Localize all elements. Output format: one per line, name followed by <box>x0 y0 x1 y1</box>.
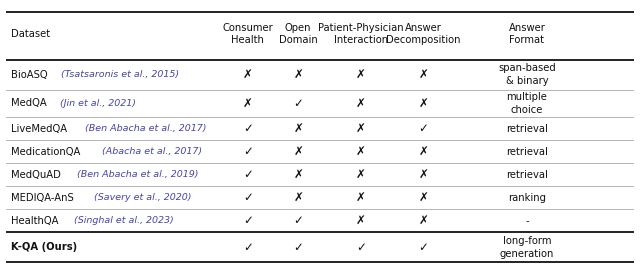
Text: LiveMedQA: LiveMedQA <box>12 124 68 134</box>
Text: ✓: ✓ <box>243 145 253 158</box>
Text: ranking: ranking <box>508 193 546 203</box>
Text: ✗: ✗ <box>419 68 428 81</box>
Text: retrieval: retrieval <box>506 124 548 134</box>
Text: -: - <box>525 216 529 226</box>
Text: ✗: ✗ <box>356 97 365 110</box>
Text: (Tsatsaronis et al., 2015): (Tsatsaronis et al., 2015) <box>58 70 179 79</box>
Text: ✗: ✗ <box>356 214 365 227</box>
Text: (Savery et al., 2020): (Savery et al., 2020) <box>91 193 191 202</box>
Text: ✓: ✓ <box>293 241 303 254</box>
Text: ✗: ✗ <box>419 145 428 158</box>
Text: MEDIQA-AnS: MEDIQA-AnS <box>12 193 74 203</box>
Text: ✗: ✗ <box>293 145 303 158</box>
Text: (Ben Abacha et al., 2019): (Ben Abacha et al., 2019) <box>74 170 199 179</box>
Text: Answer
Decomposition: Answer Decomposition <box>386 23 461 45</box>
Text: MedicationQA: MedicationQA <box>12 147 81 157</box>
Text: retrieval: retrieval <box>506 147 548 157</box>
Text: ✓: ✓ <box>356 241 365 254</box>
Text: ✓: ✓ <box>419 122 428 135</box>
Text: (Abacha et al., 2017): (Abacha et al., 2017) <box>99 147 202 156</box>
Text: long-form
generation: long-form generation <box>500 236 554 259</box>
Text: ✓: ✓ <box>293 97 303 110</box>
Text: (Singhal et al., 2023): (Singhal et al., 2023) <box>72 216 174 225</box>
Text: ✗: ✗ <box>243 97 253 110</box>
Text: ✗: ✗ <box>419 191 428 204</box>
Text: Patient-Physician
Interaction: Patient-Physician Interaction <box>318 23 404 45</box>
Text: ✓: ✓ <box>243 214 253 227</box>
Text: ✗: ✗ <box>356 145 365 158</box>
Text: ✗: ✗ <box>356 68 365 81</box>
Text: (Ben Abacha et al., 2017): (Ben Abacha et al., 2017) <box>83 124 207 133</box>
Text: ✗: ✗ <box>419 97 428 110</box>
Text: ✗: ✗ <box>356 191 365 204</box>
Text: Dataset: Dataset <box>12 29 51 39</box>
Text: Open
Domain: Open Domain <box>278 23 317 45</box>
Text: Consumer
Health: Consumer Health <box>223 23 273 45</box>
Text: ✓: ✓ <box>293 214 303 227</box>
Text: ✗: ✗ <box>293 68 303 81</box>
Text: multiple
choice: multiple choice <box>506 92 547 115</box>
Text: Answer
Format: Answer Format <box>509 23 545 45</box>
Text: ✓: ✓ <box>243 122 253 135</box>
Text: ✗: ✗ <box>243 68 253 81</box>
Text: MedQuAD: MedQuAD <box>12 170 61 180</box>
Text: HealthQA: HealthQA <box>12 216 59 226</box>
Text: ✗: ✗ <box>293 191 303 204</box>
Text: ✓: ✓ <box>243 168 253 181</box>
Text: K-QA (Ours): K-QA (Ours) <box>12 242 77 252</box>
Text: ✓: ✓ <box>419 241 428 254</box>
Text: ✗: ✗ <box>293 122 303 135</box>
Text: ✗: ✗ <box>293 168 303 181</box>
Text: retrieval: retrieval <box>506 170 548 180</box>
Text: ✓: ✓ <box>243 191 253 204</box>
Text: ✗: ✗ <box>419 214 428 227</box>
Text: (Jin et al., 2021): (Jin et al., 2021) <box>56 99 136 108</box>
Text: ✗: ✗ <box>356 122 365 135</box>
Text: ✗: ✗ <box>356 168 365 181</box>
Text: BioASQ: BioASQ <box>12 70 48 79</box>
Text: ✓: ✓ <box>243 241 253 254</box>
Text: ✗: ✗ <box>419 168 428 181</box>
Text: span-based
& binary: span-based & binary <box>498 63 556 86</box>
Text: MedQA: MedQA <box>12 99 47 108</box>
